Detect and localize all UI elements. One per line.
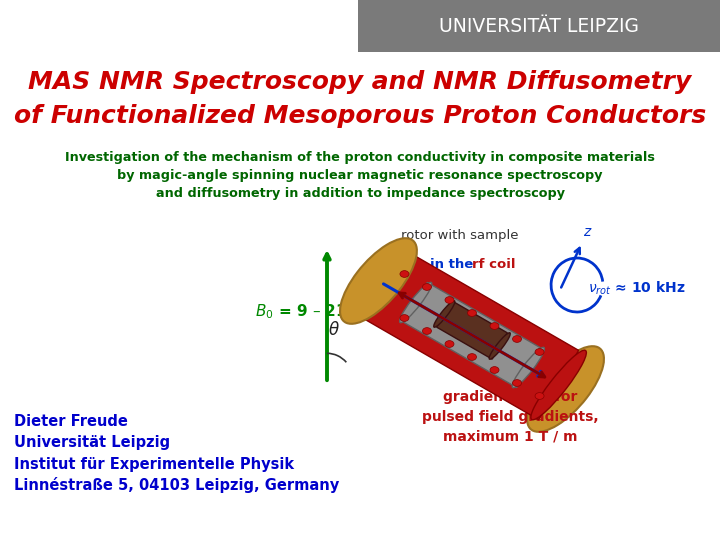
Circle shape <box>535 393 544 400</box>
Circle shape <box>445 296 454 303</box>
Ellipse shape <box>527 346 604 432</box>
Text: $\theta$: $\theta$ <box>328 321 340 339</box>
Ellipse shape <box>512 347 544 388</box>
Text: Institut für Experimentelle Physik: Institut für Experimentelle Physik <box>14 456 294 471</box>
Ellipse shape <box>433 301 455 327</box>
Bar <box>358 0 720 52</box>
Ellipse shape <box>489 333 510 359</box>
Text: gradient coils for
pulsed field gradients,
maximum 1 T / m: gradient coils for pulsed field gradient… <box>422 390 598 443</box>
Circle shape <box>467 309 477 316</box>
Circle shape <box>513 380 521 387</box>
Text: by magic-angle spinning nuclear magnetic resonance spectroscopy: by magic-angle spinning nuclear magnetic… <box>117 170 603 183</box>
Circle shape <box>400 271 409 278</box>
Circle shape <box>513 336 521 342</box>
Text: Linnéstraße 5, 04103 Leipzig, Germany: Linnéstraße 5, 04103 Leipzig, Germany <box>14 477 339 493</box>
Text: rotor with sample: rotor with sample <box>401 229 518 242</box>
Polygon shape <box>437 301 508 359</box>
Circle shape <box>445 341 454 347</box>
Text: UNIVERSITÄT LEIPZIG: UNIVERSITÄT LEIPZIG <box>439 17 639 36</box>
Circle shape <box>490 322 499 329</box>
Text: and diffusometry in addition to impedance spectroscopy: and diffusometry in addition to impedanc… <box>156 187 564 200</box>
Text: of Functionalized Mesoporous Proton Conductors: of Functionalized Mesoporous Proton Cond… <box>14 104 706 128</box>
Circle shape <box>400 315 409 321</box>
Text: rf coil: rf coil <box>472 258 516 271</box>
Ellipse shape <box>358 250 413 320</box>
Ellipse shape <box>531 350 586 420</box>
Circle shape <box>467 354 477 360</box>
Polygon shape <box>404 282 540 388</box>
Circle shape <box>535 349 544 355</box>
Text: Dieter Freude: Dieter Freude <box>14 415 128 429</box>
Circle shape <box>423 328 431 334</box>
Polygon shape <box>365 251 579 420</box>
Text: Investigation of the mechanism of the proton conductivity in composite materials: Investigation of the mechanism of the pr… <box>65 152 655 165</box>
Ellipse shape <box>340 238 417 324</box>
Text: in the: in the <box>430 258 478 271</box>
Text: $\mathit{B}_0$ = 9 – 21 T: $\mathit{B}_0$ = 9 – 21 T <box>255 302 364 321</box>
Circle shape <box>423 284 431 291</box>
Circle shape <box>490 367 499 373</box>
Text: z: z <box>583 225 590 239</box>
Text: MAS NMR Spectroscopy and NMR Diffusometry: MAS NMR Spectroscopy and NMR Diffusometr… <box>28 70 692 94</box>
Ellipse shape <box>400 282 432 323</box>
Text: Universität Leipzig: Universität Leipzig <box>14 435 170 450</box>
Text: $\nu_{rot}$ ≈ 10 kHz: $\nu_{rot}$ ≈ 10 kHz <box>588 279 685 296</box>
